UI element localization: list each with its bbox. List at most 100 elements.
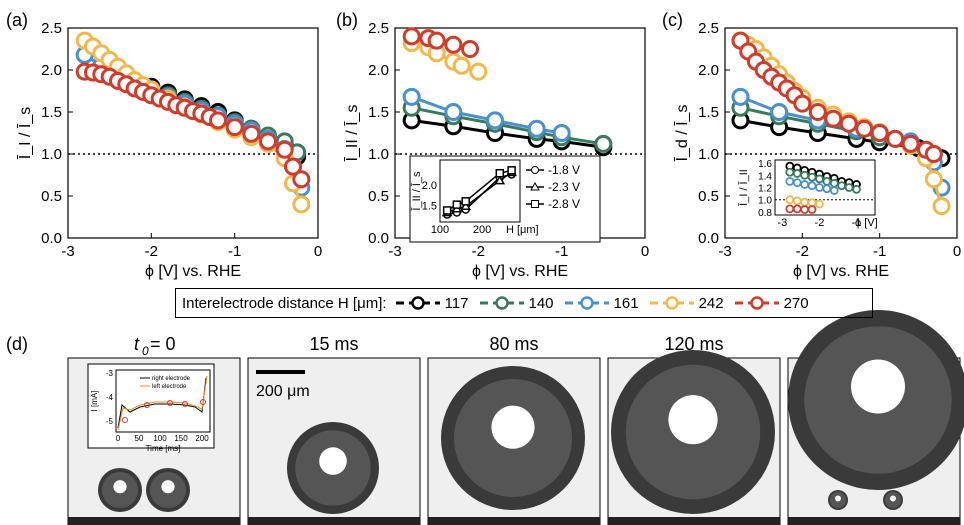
data-point: [402, 27, 421, 46]
x-tick-label: -3: [61, 243, 74, 260]
x-tick-label: -1: [873, 243, 886, 260]
chart-panel: (b) 0.0 0.5 1.0 1.5 2.0 2.5 -3 -2 -1 0 ϕ [V] vs. RH…: [336, 10, 649, 280]
series-270: [731, 31, 943, 163]
bubble: [883, 490, 903, 510]
panel-label: (a): [6, 10, 28, 30]
inset-x-tick-label: 50: [135, 434, 144, 443]
bubble: [788, 310, 964, 490]
data-point: [486, 111, 504, 130]
legend: Interelectrode distance H [μm]: 117 140 …: [175, 288, 873, 318]
inset-data-point: [495, 168, 505, 178]
data-point: [932, 197, 951, 216]
inset-data-point: [785, 204, 795, 214]
electrode-surface: [428, 517, 600, 525]
data-point: [292, 195, 311, 214]
y-tick-label: 2.5: [41, 20, 62, 37]
inset-data-point: [807, 172, 817, 182]
legend-label: 242: [698, 294, 724, 312]
electrode-surface: [248, 517, 420, 525]
inset-frame: [439, 159, 521, 223]
inset-legend-marker: [531, 166, 539, 174]
y-tick-label: 2.5: [698, 20, 719, 37]
data-point: [924, 145, 943, 163]
x-tick-label: -2: [472, 243, 485, 260]
y-tick-label: 0.0: [368, 230, 389, 247]
bubble: [611, 350, 775, 514]
y-tick-label: 1.0: [41, 146, 62, 163]
inset-data-point: [807, 205, 817, 214]
y-axis-label: Ī_I / Ī_s: [16, 107, 34, 159]
inset-data-point: [822, 176, 832, 186]
inset-left-electrode-curve: [117, 375, 208, 431]
data-point: [855, 119, 874, 138]
bubble-highlight: [113, 480, 127, 494]
plot-frame: [724, 27, 958, 239]
inset-data-point: [815, 174, 824, 184]
data-point: [924, 170, 943, 189]
inset-x-tick-label: 200: [473, 224, 491, 236]
inset-x-tick-label: 0: [116, 434, 121, 443]
legend-entry: 161: [564, 295, 639, 312]
bubble: [98, 468, 142, 512]
inset-y-tick-label: -3: [106, 369, 114, 378]
data-point: [839, 114, 858, 133]
y-axis-label: Ī_d / Ī_s: [673, 105, 691, 162]
inset-y-axis-label: I [mA]: [90, 391, 99, 412]
inset-chart: 1.5 2.0 100 200 H [μm] Ī_II / Ī_s -1.8 V -2.3 V…: [409, 155, 601, 243]
inset-data-point: [452, 200, 462, 209]
data-point: [870, 124, 889, 142]
inset-y-tick-label: -4: [106, 393, 114, 402]
data-point: [461, 40, 479, 58]
bubble: [287, 422, 379, 514]
inset-data-point: [442, 206, 452, 215]
inset-y-tick-label: -5: [106, 417, 114, 426]
inset-x-tick-label: 150: [174, 434, 188, 443]
y-tick-label: 0.5: [698, 188, 719, 205]
legend-entry: 117: [395, 295, 469, 312]
data-point: [886, 129, 905, 148]
plot-frame: [67, 27, 319, 239]
inset-data-point: [461, 197, 470, 206]
legend-title: Interelectrode distance H [μm]:: [182, 294, 387, 312]
inset-y-axis-label: Ī_II / Ī_s: [411, 171, 423, 211]
inset-legend-label: left electrode: [152, 384, 187, 390]
bubble-highlight: [161, 480, 175, 494]
inset-data-point: [800, 205, 810, 214]
inset-data-point: [800, 180, 810, 189]
legend-marker: [395, 296, 440, 310]
inset-data-point: [785, 167, 795, 177]
legend-marker: [479, 296, 524, 310]
inset-data-point: [829, 178, 839, 188]
series-270: [402, 27, 479, 58]
inset-data-point: [792, 204, 802, 214]
y-axis-label: Ī_II / Ī_s: [343, 105, 361, 162]
inset-y-tick-label: 1.5: [422, 200, 437, 212]
inset-frame: [115, 369, 211, 433]
inset-marker: [144, 402, 150, 408]
data-point: [427, 31, 446, 50]
y-tick-label: 0.0: [698, 230, 719, 247]
inset-data-point: [494, 175, 506, 185]
chart-panel: (a) 0.0 0.5 1.0 1.5 2.0 2.5 -3 -2 -1 0 ϕ [V] vs. RH…: [6, 10, 322, 280]
electrode-surface: [68, 517, 240, 525]
time-label-sub: 0: [142, 344, 149, 358]
legend-label: 161: [613, 294, 639, 312]
y-tick-label: 1.0: [698, 146, 719, 163]
inset-x-tick-label: 100: [153, 434, 167, 443]
inset-y-tick-label: 0.8: [758, 208, 772, 219]
electrode-surface: [788, 517, 960, 525]
data-point: [770, 103, 789, 121]
x-tick-label: -3: [718, 243, 731, 260]
time-label: 80 ms: [489, 334, 538, 354]
inset-y-tick-label: 1.0: [758, 196, 772, 207]
bubble-highlight: [319, 447, 347, 475]
series-270: [75, 62, 311, 189]
y-tick-label: 0.0: [41, 230, 62, 247]
inset-x-tick-label: 200: [195, 434, 209, 443]
inset-marker: [122, 417, 128, 423]
x-tick-label: -2: [796, 243, 809, 260]
inset-y-tick-label: 2.0: [422, 180, 437, 192]
legend-entry: 242: [649, 295, 724, 312]
inset-y-axis-label: Ī_I / Ī_II: [738, 169, 750, 206]
